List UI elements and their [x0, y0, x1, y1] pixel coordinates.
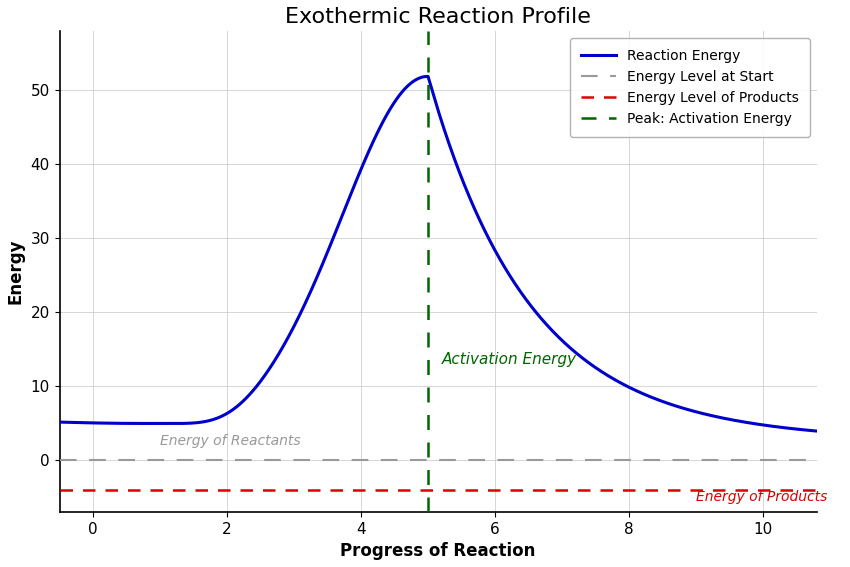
X-axis label: Progress of Reaction: Progress of Reaction	[340, 542, 536, 560]
Text: Energy of Reactants: Energy of Reactants	[160, 434, 301, 448]
Legend: Reaction Energy, Energy Level at Start, Energy Level of Products, Peak: Activati: Reaction Energy, Energy Level at Start, …	[570, 38, 810, 137]
Title: Exothermic Reaction Profile: Exothermic Reaction Profile	[285, 7, 591, 27]
Text: Energy of Products: Energy of Products	[696, 490, 827, 503]
Text: Activation Energy: Activation Energy	[441, 352, 576, 367]
Y-axis label: Energy: Energy	[7, 239, 25, 304]
